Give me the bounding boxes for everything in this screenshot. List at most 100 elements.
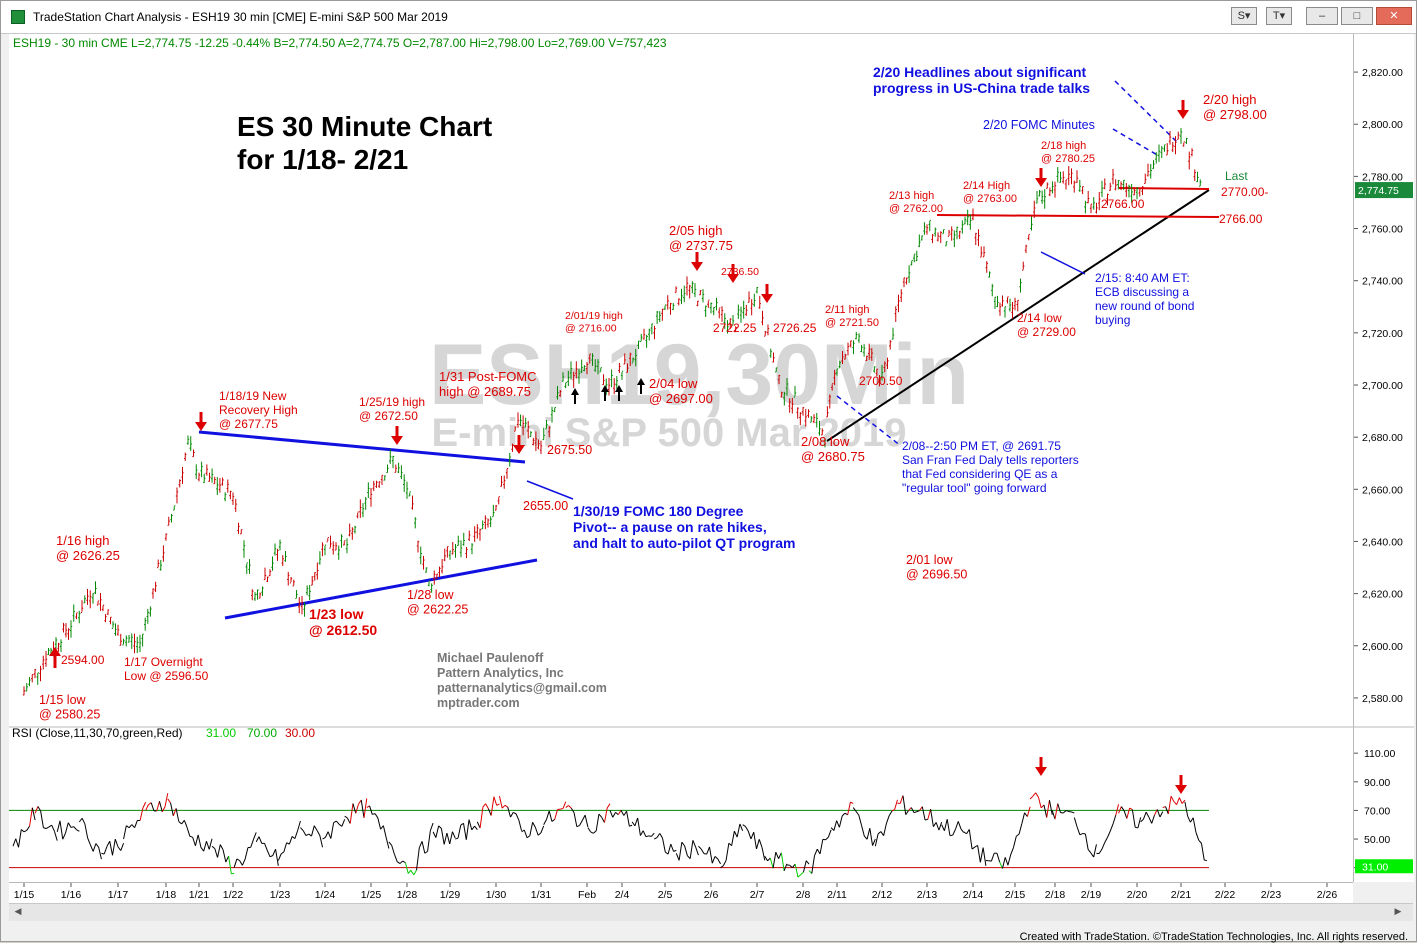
rsi-segment	[403, 861, 406, 863]
window-title: TradeStation Chart Analysis - ESH19 30 m…	[33, 10, 448, 24]
rsi-segment	[524, 830, 527, 838]
rsi-segment	[574, 813, 577, 827]
title-bar: TradeStation Chart Analysis - ESH19 30 m…	[1, 1, 1416, 34]
restore-button[interactable]: □	[1341, 7, 1373, 25]
rsi-segment	[497, 804, 500, 805]
rsi-segment	[502, 805, 505, 808]
rsi-segment	[803, 861, 806, 872]
rsi-segment	[875, 834, 878, 846]
rsi-segment	[215, 848, 218, 857]
rsi-segment	[1019, 824, 1022, 834]
price-tick-label: 2,600.00	[1362, 641, 1403, 653]
rsi-segment	[342, 819, 345, 826]
minimize-button[interactable]: –	[1306, 7, 1338, 25]
rsi-segment	[455, 838, 458, 839]
rsi-segment	[135, 820, 138, 827]
rsi-segment	[298, 821, 301, 830]
rsi-segment	[679, 842, 682, 860]
scroll-right-icon[interactable]: ▶	[1391, 906, 1405, 918]
rsi-segment	[1160, 812, 1163, 817]
rsi-segment	[726, 843, 729, 860]
rsi-segment	[1174, 801, 1177, 804]
rsi-segment	[552, 819, 555, 821]
rsi-segment	[1055, 804, 1058, 819]
price-tick-label: 2,760.00	[1362, 224, 1403, 236]
rsi-segment	[226, 856, 229, 862]
template-button[interactable]: T▾	[1266, 7, 1292, 25]
rsi-segment	[527, 836, 530, 838]
red-annotation: Recovery High	[219, 403, 298, 417]
rsi-segment	[452, 832, 455, 838]
rsi-segment	[428, 831, 431, 852]
trendline-support-2766	[937, 215, 1219, 217]
horizontal-scrollbar[interactable]: ◀ ▶	[9, 903, 1413, 921]
rsi-segment	[425, 851, 428, 853]
symbol-link-button[interactable]: S▾	[1231, 7, 1257, 25]
rsi-segment	[350, 804, 353, 824]
rsi-segment	[978, 845, 981, 862]
trendline-support-2770	[1119, 188, 1209, 189]
rsi-segment	[82, 818, 85, 824]
rsi-segment	[1099, 849, 1102, 853]
date-tick-label: 2/26	[1317, 889, 1338, 901]
rsi-segment	[931, 809, 934, 826]
rsi-segment	[773, 852, 776, 868]
red-annotation: 2/08 low	[801, 434, 850, 449]
rsi-segment	[124, 826, 127, 839]
rsi-segment	[77, 830, 80, 832]
rsi-header: RSI (Close,11,30,70,green,Red)	[12, 726, 183, 740]
rsi-segment	[1044, 805, 1047, 818]
rsi-segment	[616, 812, 619, 814]
rsi-segment	[953, 829, 956, 835]
red-down-arrow-head	[1177, 110, 1189, 119]
chart-svg: ESH19,30Min E-mini S&P 500 Mar 2019 ES 3…	[9, 34, 1353, 882]
rsi-segment	[756, 839, 759, 849]
chart-plot-area[interactable]: ESH19,30Min E-mini S&P 500 Mar 2019 ES 3…	[9, 34, 1353, 882]
rsi-segment	[544, 820, 547, 825]
rsi-segment	[1110, 824, 1113, 831]
red-annotation: Low @ 2596.50	[124, 669, 209, 683]
rsi-segment	[1047, 800, 1050, 817]
rsi-segment	[331, 823, 334, 839]
rsi-segment	[143, 802, 146, 808]
rsi-segment	[270, 856, 273, 857]
rsi-segment	[356, 804, 359, 813]
date-tick-label: Feb	[578, 889, 596, 901]
rsi-segment	[140, 808, 143, 820]
rsi-segment	[1105, 837, 1108, 842]
rsi-tick-label: 50.00	[1364, 834, 1390, 846]
rsi-segment	[218, 845, 221, 858]
rsi-segment	[1116, 804, 1119, 815]
rsi-segment	[74, 827, 77, 830]
rsi-segment	[718, 859, 721, 864]
rsi-segment	[278, 854, 281, 861]
red-annotation: 2/13 high	[889, 190, 934, 202]
rsi-segment	[381, 826, 384, 830]
rsi-segment	[1113, 815, 1116, 824]
rsi-segment	[1033, 793, 1036, 796]
close-button[interactable]: ✕	[1376, 7, 1412, 25]
rsi-segment	[646, 836, 649, 837]
rsi-segment	[483, 804, 486, 807]
rsi-segment	[27, 826, 30, 830]
rsi-segment	[837, 821, 840, 828]
rsi-segment	[748, 831, 751, 839]
rsi-segment	[229, 856, 232, 874]
red-annotation: 2766.00	[1219, 212, 1263, 226]
rsi-segment	[237, 859, 240, 861]
date-tick-label: 2/22	[1215, 889, 1236, 901]
rsi-segment	[430, 823, 433, 831]
rsi-segment	[198, 835, 201, 848]
rsi-segment	[234, 859, 237, 868]
rsi-segment	[336, 821, 339, 824]
rsi-segment	[1052, 810, 1055, 819]
rsi-segment	[983, 848, 986, 866]
rsi-segment	[1168, 796, 1171, 814]
red-annotation: @ 2798.00	[1203, 107, 1267, 122]
rsi-segment	[168, 799, 171, 803]
rsi-segment	[508, 807, 511, 817]
red-annotation: 2/14 low	[1017, 311, 1062, 325]
scroll-left-icon[interactable]: ◀	[11, 906, 25, 918]
